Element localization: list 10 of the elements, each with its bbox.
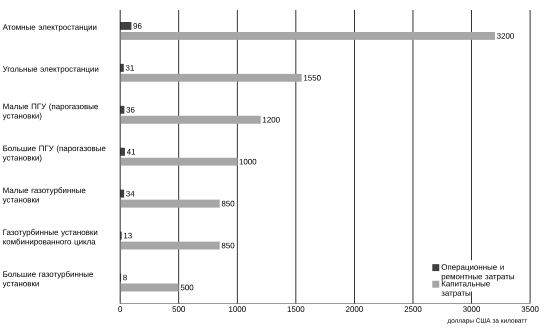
bar [120,22,132,30]
bar [120,283,179,292]
bar [120,199,220,208]
bar [120,106,124,114]
bar [120,74,302,82]
bar [120,64,124,72]
bar [120,116,261,124]
bar [120,158,238,166]
bar [120,32,495,40]
bar [120,241,220,250]
